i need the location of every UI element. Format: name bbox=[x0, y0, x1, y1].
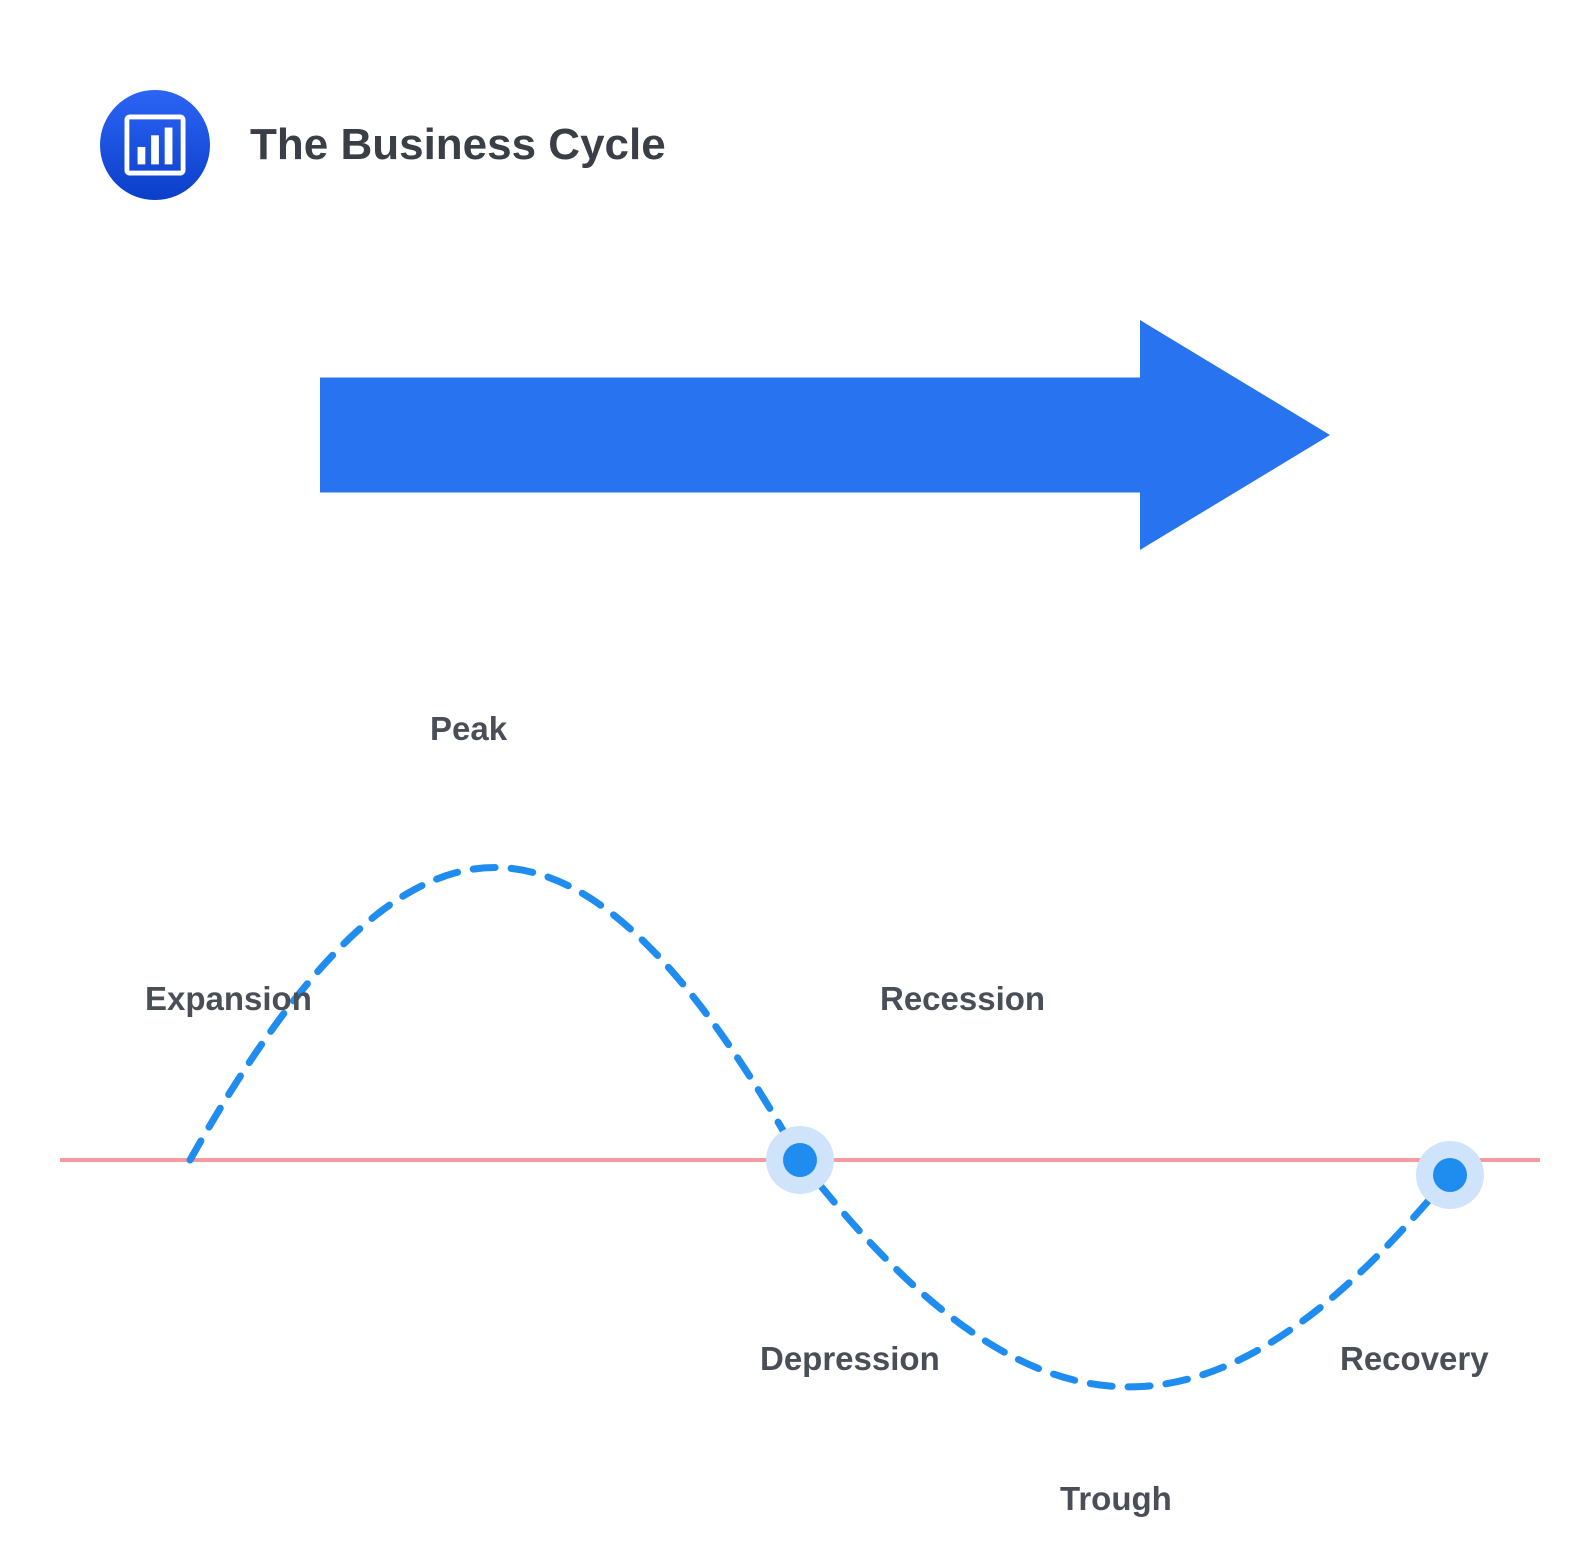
business-cycle-chart: Expansion Peak Recession Depression Trou… bbox=[60, 690, 1540, 1510]
bar-chart-icon bbox=[100, 90, 210, 200]
direction-arrow bbox=[320, 320, 1330, 550]
label-peak: Peak bbox=[430, 710, 507, 748]
marker-dot bbox=[1433, 1158, 1467, 1192]
page-title: The Business Cycle bbox=[250, 120, 666, 170]
arrow-svg bbox=[320, 320, 1330, 550]
label-recovery: Recovery bbox=[1340, 1340, 1489, 1378]
bar-chart-icon-svg bbox=[124, 114, 186, 176]
label-expansion: Expansion bbox=[145, 980, 312, 1018]
label-recession: Recession bbox=[880, 980, 1045, 1018]
marker-dot bbox=[783, 1143, 817, 1177]
cycle-curve bbox=[190, 868, 1450, 1387]
cycle-svg bbox=[60, 690, 1540, 1510]
header: The Business Cycle bbox=[100, 90, 666, 200]
label-depression: Depression bbox=[760, 1340, 940, 1378]
label-trough: Trough bbox=[1060, 1480, 1172, 1518]
curve-markers bbox=[766, 1126, 1484, 1209]
